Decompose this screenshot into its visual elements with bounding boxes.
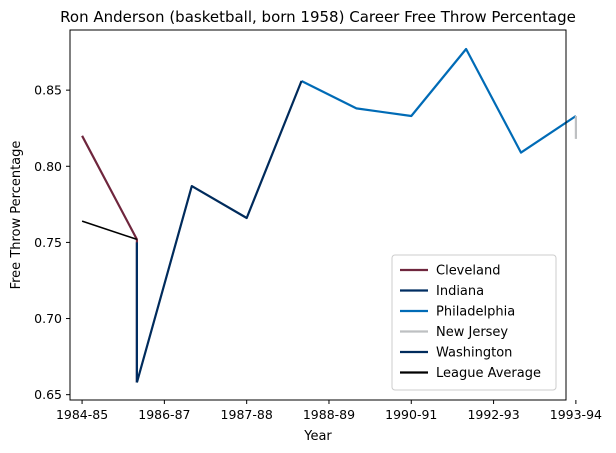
y-axis-label: Free Throw Percentage: [9, 141, 24, 290]
legend-label-1: Indiana: [436, 284, 484, 299]
plot-frame: [69, 29, 567, 401]
series-line-2: [301, 47, 577, 154]
legend: Cleveland Indiana Philadelphia New Jersey Wa…: [391, 254, 557, 391]
y-tick-label-2: 0.75: [34, 235, 62, 250]
y-tick-label-1: 0.70: [34, 311, 62, 326]
x-tick-label-5: 1992-93: [467, 407, 519, 422]
legend-box: [391, 254, 557, 391]
y-tick-label-4: 0.85: [34, 83, 62, 98]
series-line-4: [135, 80, 303, 383]
legend-label-4: Washington: [436, 346, 512, 361]
series-line-0: [81, 135, 138, 383]
chart-title: Ron Anderson (basketball, born 1958) Car…: [60, 8, 576, 26]
legend-label-3: New Jersey: [436, 325, 508, 340]
y-tick-label-0: 0.65: [34, 387, 62, 402]
legend-label-5: League Average: [436, 366, 541, 381]
legend-label-2: Philadelphia: [436, 305, 515, 320]
axes: 1984-85 1986-87 1987-88 1988-89 1990-91 1992-…: [34, 29, 602, 422]
series-line-5: [81, 220, 138, 241]
x-tick-label-2: 1987-88: [221, 407, 273, 422]
x-tick-label-1: 1986-87: [138, 407, 190, 422]
x-axis-label: Year: [303, 429, 332, 444]
plot-area: [81, 47, 578, 383]
x-tick-label-4: 1990-91: [385, 407, 437, 422]
y-tick-label-3: 0.80: [34, 159, 62, 174]
x-tick-label-6: 1993-94: [550, 407, 602, 422]
legend-label-0: Cleveland: [436, 264, 500, 279]
x-tick-label-3: 1988-89: [303, 407, 355, 422]
x-tick-label-0: 1984-85: [56, 407, 108, 422]
